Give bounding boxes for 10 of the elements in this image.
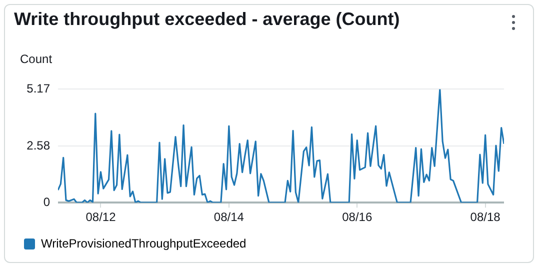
x-tick-label: 08/14 [214, 210, 244, 224]
x-tick-label: 08/16 [342, 210, 372, 224]
legend-label: WriteProvisionedThroughputExceeded [41, 236, 246, 250]
y-tick-label: 2.58 [26, 138, 50, 152]
y-axis-title: Count [20, 52, 52, 66]
x-tick-label: 08/12 [86, 210, 116, 224]
chart-title: Write throughput exceeded - average (Count) [14, 9, 400, 30]
y-tick-label: 5.17 [26, 82, 50, 96]
y-tick-label: 0 [43, 194, 50, 209]
x-tick-label: 08/18 [470, 210, 501, 224]
